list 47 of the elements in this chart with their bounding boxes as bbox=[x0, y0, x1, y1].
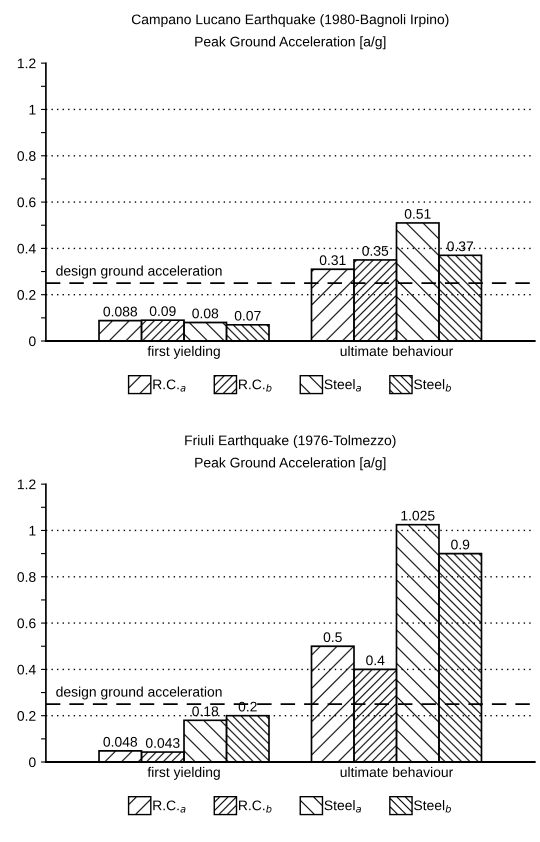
y-tick-label: 0.6 bbox=[17, 197, 36, 208]
y-tick-label: 0.4 bbox=[17, 244, 36, 254]
data-label: 0.31 bbox=[320, 255, 346, 266]
data-label: 0.4 bbox=[366, 655, 384, 666]
y-tick-label: 0.8 bbox=[17, 572, 36, 582]
data-label: 0.088 bbox=[103, 306, 138, 316]
y-tick-label: 1.2 bbox=[18, 58, 36, 68]
data-label: 1.025 bbox=[401, 510, 435, 521]
legend-label: Steel$_{a}$ bbox=[324, 800, 361, 813]
data-label: 0.043 bbox=[146, 738, 180, 748]
legend-label: R.C.$_{a}$ bbox=[153, 379, 186, 392]
data-label: 0.048 bbox=[103, 736, 138, 747]
x-tick-label: ultimate behaviour bbox=[340, 346, 454, 356]
data-label: 0.51 bbox=[404, 208, 431, 219]
y-tick-label: 1 bbox=[30, 104, 36, 114]
ref-line-label: design ground acceleration bbox=[56, 686, 222, 700]
y-tick-label: 1.2 bbox=[18, 479, 36, 490]
legend-label: Steel$_{a}$ bbox=[324, 379, 361, 392]
data-label: 0.08 bbox=[192, 308, 218, 318]
x-tick-label: first yielding bbox=[148, 346, 220, 359]
y-tick-label: 0.6 bbox=[17, 618, 36, 628]
y-tick-label: 0.4 bbox=[17, 664, 36, 675]
x-tick-label: first yielding bbox=[148, 766, 220, 780]
chart-title: Campano Lucano Earthquake (1980-Bagnoli Irpino) bbox=[132, 14, 448, 28]
data-label: 0.18 bbox=[192, 706, 218, 716]
y-tick-label: 0 bbox=[28, 336, 36, 346]
legend-label: Steel$_{b}$ bbox=[414, 379, 451, 392]
ref-line-label: design ground acceleration bbox=[56, 266, 222, 278]
y-tick-label: 1 bbox=[30, 526, 36, 536]
data-label: 0.09 bbox=[150, 306, 176, 316]
legend-label: R.C.$_{a}$ bbox=[153, 800, 186, 813]
data-label: 0.5 bbox=[324, 632, 342, 642]
data-label: 0.9 bbox=[451, 540, 470, 550]
legend-label: R.C.$_{b}$ bbox=[239, 800, 272, 813]
data-label: 0.37 bbox=[447, 241, 474, 252]
data-label: 0.35 bbox=[362, 246, 388, 256]
y-tick-label: 0 bbox=[28, 757, 36, 768]
y-tick-label: 0.8 bbox=[17, 151, 36, 161]
data-label: 0.07 bbox=[234, 310, 261, 321]
y-tick-label: 0.2 bbox=[17, 711, 36, 721]
y-tick-label: 0.2 bbox=[17, 290, 36, 300]
legend-label: R.C.$_{b}$ bbox=[239, 379, 272, 392]
legend-label: Steel$_{b}$ bbox=[414, 800, 451, 813]
chart-subtitle: Peak Ground Acceleration [a/g] bbox=[195, 36, 386, 50]
x-tick-label: ultimate behaviour bbox=[340, 766, 454, 778]
chart-title: Friuli Earthquake (1976-Tolmezzo) bbox=[185, 435, 396, 448]
chart-subtitle: Peak Ground Acceleration [a/g] bbox=[195, 457, 386, 470]
